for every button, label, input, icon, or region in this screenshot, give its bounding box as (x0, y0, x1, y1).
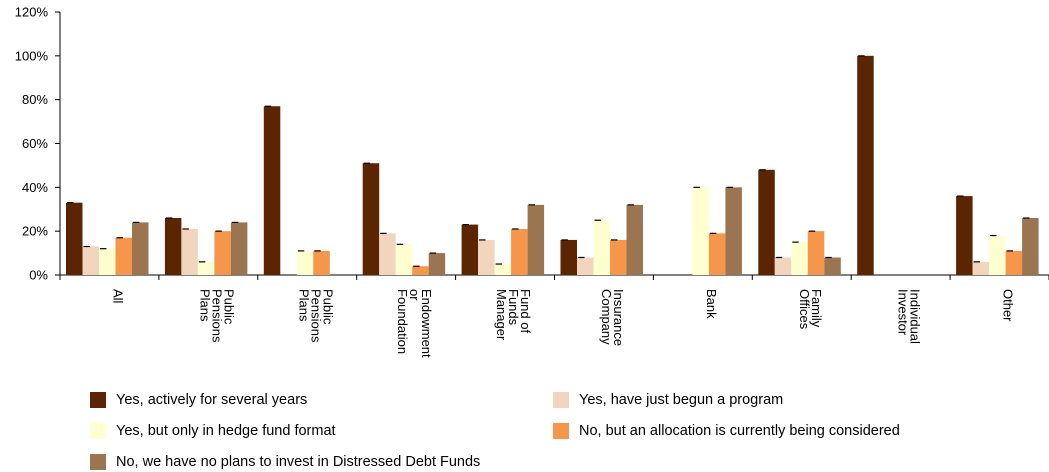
category-label: Insurance (611, 289, 626, 346)
category-label: Plans (197, 289, 212, 322)
bar (774, 257, 792, 275)
bar (214, 231, 231, 275)
y-tick-label: 120% (15, 5, 49, 20)
category-label: Endowment (419, 289, 434, 358)
bar (626, 204, 643, 275)
bar (791, 242, 808, 275)
bar (164, 218, 182, 275)
category-label: Funds (506, 289, 521, 326)
bar (181, 228, 198, 275)
bar (857, 55, 874, 276)
category-label: Bank (704, 289, 719, 319)
bar (824, 257, 841, 275)
bar (132, 222, 149, 275)
bar (494, 264, 512, 275)
category-label: Individual (908, 289, 923, 344)
bar (115, 237, 132, 275)
bar (99, 248, 116, 275)
y-tick-label: 40% (22, 180, 48, 195)
bar (527, 204, 545, 275)
bar (610, 239, 627, 275)
bar (412, 266, 429, 275)
bar (379, 233, 396, 275)
category-label: Fund of (518, 289, 533, 333)
bar (725, 187, 742, 275)
category-label: Public (221, 289, 236, 325)
bar (511, 228, 528, 275)
bar (296, 250, 314, 275)
bar (989, 235, 1006, 275)
bar (461, 224, 479, 275)
bar (560, 239, 577, 275)
category-label: Public (320, 289, 335, 325)
bar (807, 231, 825, 275)
y-tick-label: 100% (15, 48, 49, 63)
category-label: Family (809, 289, 824, 328)
bar (758, 169, 775, 275)
bar (230, 222, 248, 275)
category-label: All (110, 289, 125, 304)
bar (66, 202, 83, 275)
bar (593, 220, 610, 275)
bar (478, 239, 495, 275)
y-axis: 0% 20% 40% 60% 80% 100% 120% (15, 5, 61, 283)
category-label: Investor (896, 289, 911, 336)
y-tick-label: 60% (22, 136, 48, 151)
bar (708, 233, 726, 275)
y-tick-label: 0% (29, 268, 48, 283)
bar (1005, 250, 1023, 275)
category-label: Company (599, 289, 614, 345)
bar (197, 261, 215, 275)
category-label: Manager (494, 289, 509, 341)
bar (362, 163, 380, 275)
category-label: Other (1001, 289, 1016, 322)
category-label: or (407, 289, 422, 301)
y-tick-label: 80% (22, 92, 48, 107)
bar (1022, 218, 1039, 275)
y-tick-label: 20% (22, 224, 48, 239)
bar (82, 246, 99, 275)
category-label: Foundation (395, 289, 410, 354)
bar (263, 106, 281, 275)
bar (313, 250, 330, 275)
bar (956, 196, 973, 275)
category-label: Pensions (308, 289, 323, 343)
category-label: Pensions (209, 289, 224, 343)
bar (395, 244, 413, 275)
bar (692, 187, 709, 275)
x-axis (59, 274, 1049, 280)
bar (428, 253, 446, 275)
bars (66, 55, 1039, 276)
bar (577, 257, 594, 275)
category-label: Offices (797, 289, 812, 330)
bar (972, 261, 990, 275)
category-label: Plans (296, 289, 311, 322)
